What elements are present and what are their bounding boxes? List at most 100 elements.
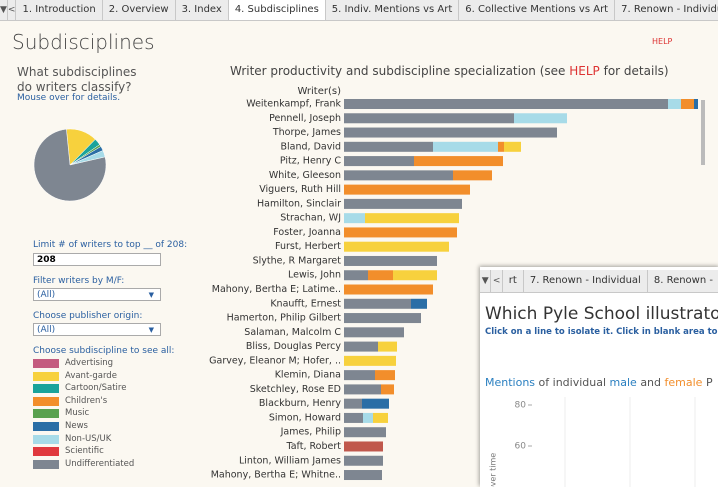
legend-label: Cartoon/Satire	[65, 383, 127, 394]
legend-label: Choose subdiscipline to see all:	[33, 346, 175, 356]
bar-segment	[344, 412, 363, 423]
tab[interactable]: 6. Collective Mentions vs Art	[459, 0, 616, 20]
overlay-title: Which Pyle School illustrators c	[485, 304, 718, 324]
prev-button[interactable]: <	[8, 0, 17, 20]
bar-segment	[393, 270, 437, 281]
bar-segment	[668, 99, 681, 109]
bar-segment	[344, 327, 404, 338]
legend-label: Music	[65, 408, 90, 419]
bar-segment	[363, 412, 373, 423]
word: P	[705, 376, 713, 389]
bar-segment	[344, 127, 557, 138]
writer-label: Pitz, Henry C	[280, 156, 341, 167]
filter-value: (All)	[37, 290, 56, 300]
y-tick-label: 80	[515, 401, 527, 411]
word: female	[664, 376, 703, 389]
writer-label: Mahony, Bertha E; Latime..	[212, 284, 341, 295]
writer-label: Blackburn, Henry	[259, 398, 341, 409]
tab-bar: ▼ < 1. Introduction 2. Overview 3. Index 4.…	[0, 0, 718, 21]
writer-label: Salaman, Malcolm C	[244, 327, 341, 338]
bar-segment	[344, 341, 378, 352]
bar-segment	[365, 213, 459, 224]
legend-swatch	[33, 422, 59, 431]
legend-label: Avant-garde	[65, 370, 117, 381]
writer-label: Slythe, R Margaret	[253, 255, 342, 266]
help-link[interactable]: HELP	[652, 37, 673, 46]
tab[interactable]: 4. Subdisciplines	[228, 0, 326, 20]
bar-segment	[344, 270, 368, 281]
limit-input[interactable]: 208	[33, 253, 161, 266]
bar-segment	[344, 441, 383, 452]
writer-label: Hamerton, Philip Gilbert	[227, 313, 342, 324]
overlay-instruction: Click on a line to isolate it. Click in …	[485, 327, 718, 337]
axis-label: over time	[489, 453, 498, 487]
bar-segment	[433, 141, 498, 152]
tab[interactable]: 7. Renown - Individual	[524, 270, 648, 292]
writer-label: Simon, Howard	[269, 412, 341, 423]
origin-dropdown[interactable]: (All) ▼	[33, 323, 161, 336]
title-help[interactable]: HELP	[569, 64, 600, 78]
bar-segment	[344, 227, 457, 238]
writer-label: Garvey, Eleanor M; Hofer, ..	[209, 355, 341, 366]
tab[interactable]: rt	[503, 270, 524, 292]
writer-label: Strachan, WJ	[280, 213, 341, 224]
bar-segment	[344, 313, 421, 324]
bar-segment	[344, 284, 433, 295]
y-tick-label: 60	[515, 442, 527, 452]
tab[interactable]: 5. Indiv. Mentions vs Art	[326, 0, 460, 20]
bar-segment	[344, 198, 462, 209]
prev-button[interactable]: <	[491, 270, 503, 292]
bar-segment	[498, 141, 504, 152]
bar-segment	[362, 398, 389, 409]
bar-segment	[344, 156, 414, 167]
bar-segment	[344, 241, 449, 252]
writer-label: Weitenkampf, Frank	[246, 99, 341, 110]
page-title: Subdisciplines	[12, 30, 155, 54]
column-header: Writer(s)	[297, 86, 341, 97]
bar-segment	[344, 170, 453, 181]
bar-segment	[344, 370, 375, 381]
bar-segment	[368, 270, 393, 281]
menu-button[interactable]: ▼	[480, 270, 492, 292]
writer-label: Bland, David	[281, 141, 342, 152]
bar-segment	[344, 398, 362, 409]
bar-segment	[381, 384, 394, 395]
title-text: for details)	[603, 64, 669, 78]
writer-label: Hamilton, Sinclair	[257, 198, 341, 209]
bar-segment	[344, 455, 383, 466]
tab[interactable]: 2. Overview	[103, 0, 176, 20]
filter-dropdown[interactable]: (All) ▼	[33, 288, 161, 301]
legend-label: Non-US/UK	[65, 433, 112, 444]
limit-label: Limit # of writers to top __ of 208:	[33, 240, 188, 250]
tab[interactable]: 7. Renown - Individual	[615, 0, 718, 20]
bar-segment	[411, 298, 427, 309]
writer-label: Sketchley, Rose ED	[250, 384, 341, 395]
filter-label: Filter writers by M/F:	[33, 276, 125, 286]
scrollbar[interactable]	[701, 100, 705, 165]
tab[interactable]: 3. Index	[176, 0, 229, 20]
legend-label: Advertising	[65, 358, 114, 368]
chart-title: Writer productivity and subdiscipline sp…	[230, 64, 669, 78]
writer-label: Taft, Robert	[286, 441, 342, 452]
tab[interactable]: 8. Renown -	[648, 270, 718, 292]
word: male	[609, 376, 637, 389]
bar-segment	[344, 298, 411, 309]
bar-segment	[453, 170, 492, 181]
writer-label: Knaufft, Ernest	[270, 298, 341, 309]
writer-label: Lewis, John	[288, 270, 341, 281]
writer-label: Viguers, Ruth Hill	[259, 184, 341, 195]
overlay-subtitle: Mentions of individual male and female P	[485, 376, 713, 389]
bar-segment	[504, 141, 521, 152]
word: and	[640, 376, 662, 389]
writer-label: White, Gleeson	[269, 170, 341, 181]
overlay-tab-bar: ▼ < rt 7. Renown - Individual 8. Renown -	[480, 270, 718, 293]
writer-label: Klemin, Diana	[275, 370, 341, 381]
bar-segment	[694, 99, 698, 109]
menu-button[interactable]: ▼	[0, 0, 8, 20]
legend-swatch	[33, 447, 59, 457]
legend-label: Undifferentiated	[65, 458, 135, 469]
tab[interactable]: 1. Introduction	[16, 0, 103, 20]
writer-label: Bliss, Douglas Percy	[246, 341, 341, 352]
bar-segment	[375, 370, 395, 381]
